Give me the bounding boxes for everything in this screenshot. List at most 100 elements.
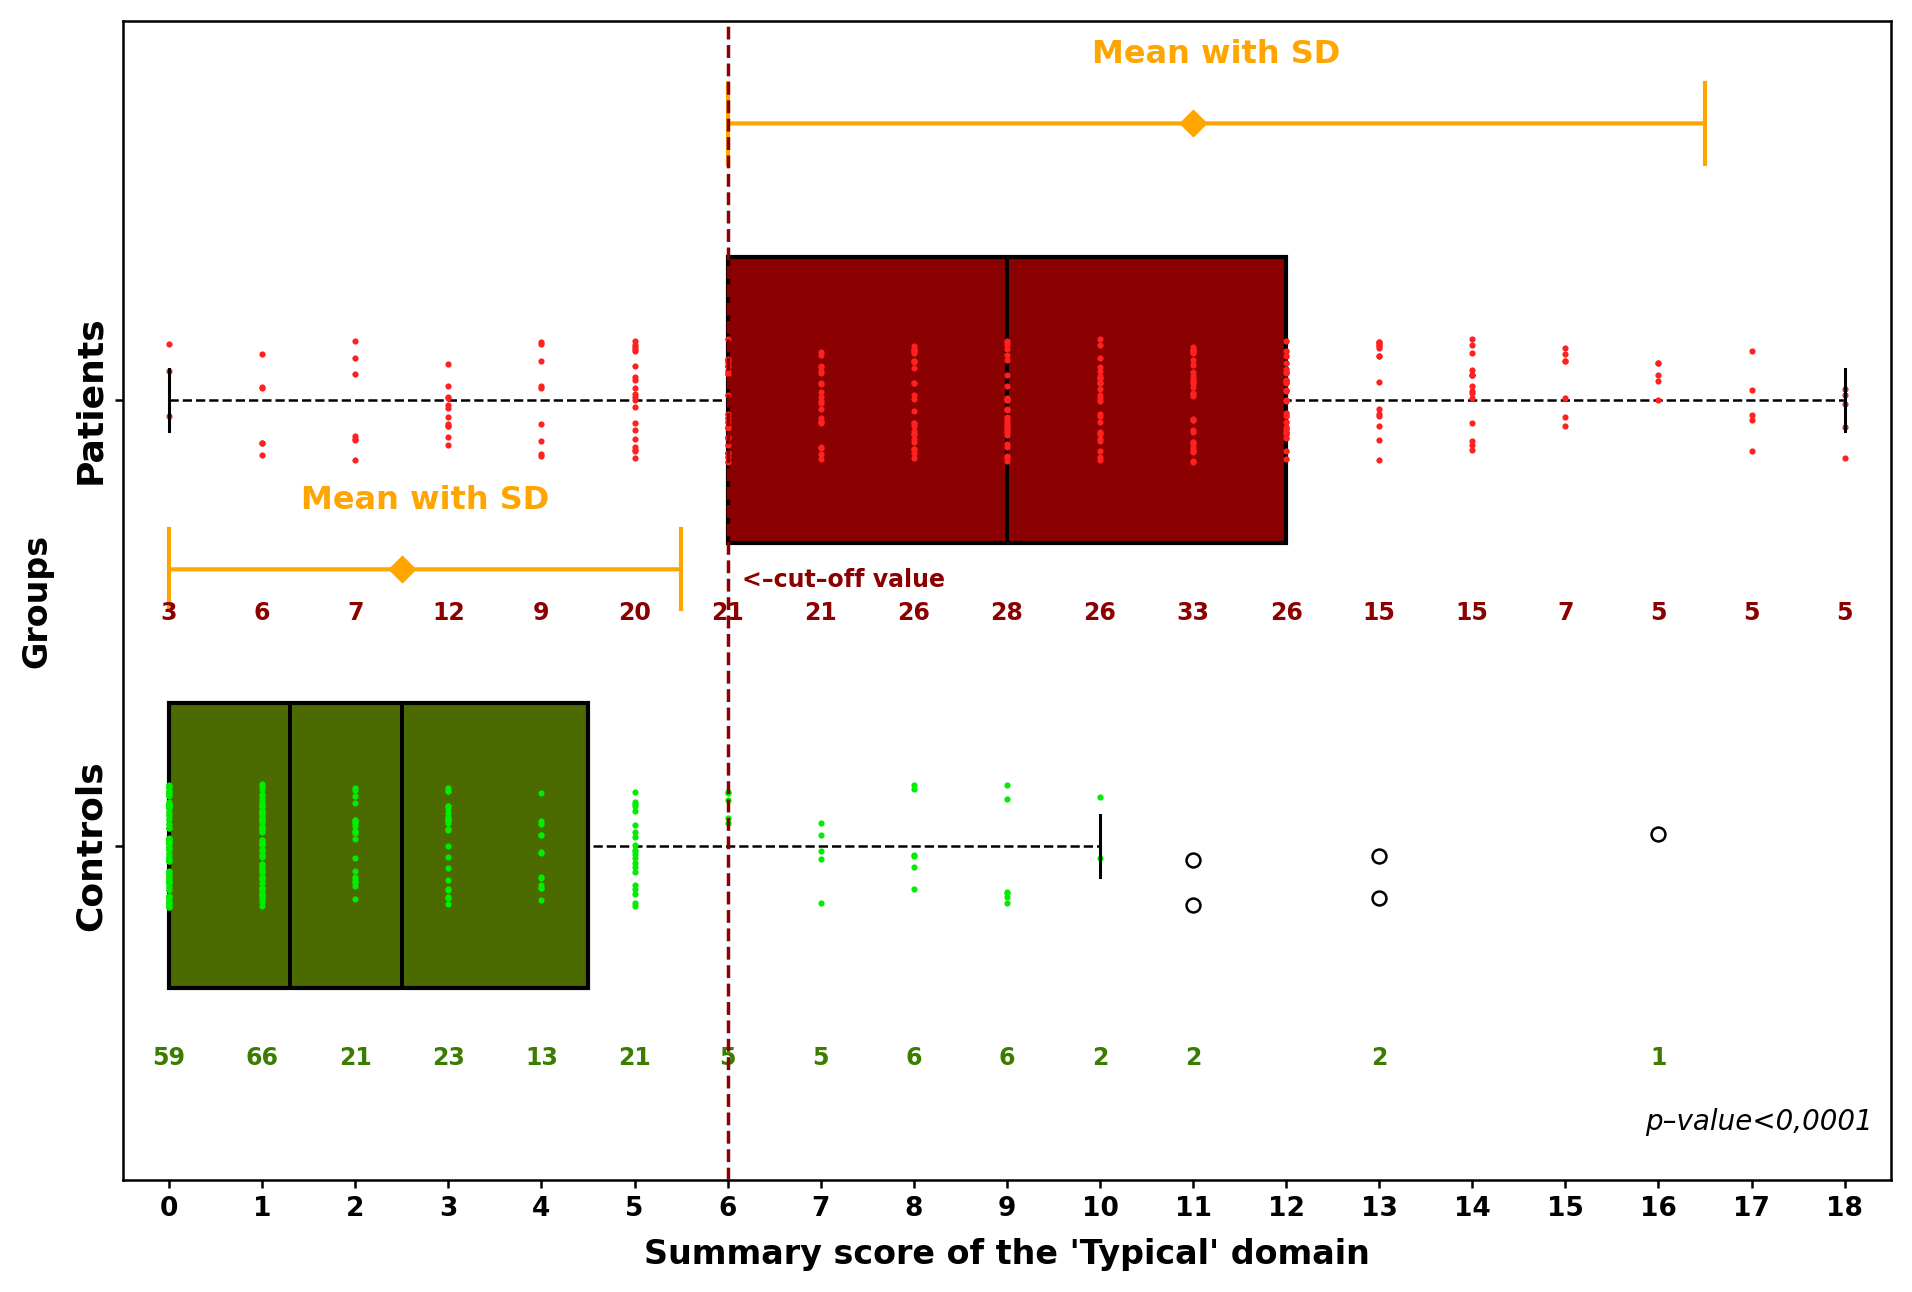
Point	[1178, 442, 1208, 463]
Point	[899, 424, 929, 444]
Point	[1642, 371, 1673, 391]
Point	[1642, 353, 1673, 373]
Point	[153, 795, 184, 815]
Point	[992, 345, 1023, 366]
Point	[247, 844, 277, 864]
Point	[432, 879, 463, 899]
Point	[992, 389, 1023, 410]
Point	[992, 447, 1023, 468]
Point	[1084, 447, 1115, 468]
Point	[1084, 391, 1115, 412]
Point	[153, 782, 184, 802]
Point	[247, 792, 277, 813]
Point	[899, 421, 929, 442]
Point	[153, 829, 184, 850]
Point	[1178, 341, 1208, 362]
Point	[1271, 331, 1302, 351]
Point	[1084, 429, 1115, 450]
Point	[526, 875, 556, 895]
Point	[247, 885, 277, 906]
Point	[1084, 367, 1115, 388]
Point	[992, 416, 1023, 437]
Point	[340, 822, 371, 842]
Text: 20: 20	[618, 601, 650, 624]
Point	[619, 413, 650, 434]
Point	[247, 867, 277, 888]
Point	[247, 810, 277, 831]
Point	[1084, 450, 1115, 470]
Point	[432, 780, 463, 801]
Point	[153, 871, 184, 891]
Point	[153, 897, 184, 917]
Point	[805, 438, 836, 459]
Point	[432, 888, 463, 908]
Point	[1363, 398, 1394, 419]
Point	[153, 840, 184, 860]
Point	[1736, 410, 1767, 430]
Point	[247, 885, 277, 906]
Point	[526, 444, 556, 465]
Point	[340, 331, 371, 351]
Point	[1178, 410, 1208, 430]
Point	[899, 358, 929, 379]
Point	[153, 840, 184, 860]
Point	[713, 364, 744, 385]
Point	[619, 355, 650, 376]
Point	[153, 786, 184, 806]
Point	[713, 783, 744, 804]
Point	[713, 360, 744, 381]
Point	[1271, 422, 1302, 443]
Point	[899, 389, 929, 410]
Point	[713, 384, 744, 404]
Point	[247, 833, 277, 854]
Point	[1363, 346, 1394, 367]
Point	[1457, 342, 1488, 363]
Point	[619, 792, 650, 813]
Point	[247, 802, 277, 823]
Point	[526, 783, 556, 804]
Point	[1271, 381, 1302, 402]
Point	[153, 850, 184, 871]
Point	[899, 438, 929, 459]
Point	[899, 438, 929, 459]
Point	[1084, 430, 1115, 451]
Point	[713, 349, 744, 370]
Text: 5: 5	[1836, 601, 1853, 624]
Point	[1271, 424, 1302, 444]
Point	[1178, 376, 1208, 397]
Point	[247, 808, 277, 828]
Point	[992, 376, 1023, 397]
Point	[432, 836, 463, 857]
Point	[247, 846, 277, 867]
Point	[1178, 850, 1208, 871]
Point	[992, 331, 1023, 351]
Point	[1271, 346, 1302, 367]
Text: 5: 5	[1650, 601, 1667, 624]
Point	[992, 434, 1023, 455]
Point	[153, 406, 184, 426]
Point	[1178, 372, 1208, 393]
Point	[1271, 363, 1302, 384]
Point	[247, 839, 277, 859]
Point	[992, 388, 1023, 408]
Point	[526, 333, 556, 354]
Point	[153, 888, 184, 908]
Point	[432, 806, 463, 827]
Point	[899, 429, 929, 450]
Point	[805, 393, 836, 413]
Text: 5: 5	[719, 1047, 736, 1071]
Point	[805, 438, 836, 459]
Point	[992, 410, 1023, 430]
Point	[713, 419, 744, 439]
Point	[247, 881, 277, 902]
Point	[1271, 421, 1302, 442]
Point	[526, 810, 556, 831]
Point	[432, 798, 463, 819]
Point	[1271, 371, 1302, 391]
Point	[805, 448, 836, 469]
Point	[992, 446, 1023, 466]
Point	[340, 348, 371, 368]
Point	[713, 411, 744, 432]
Point	[1271, 341, 1302, 362]
Point	[805, 413, 836, 434]
